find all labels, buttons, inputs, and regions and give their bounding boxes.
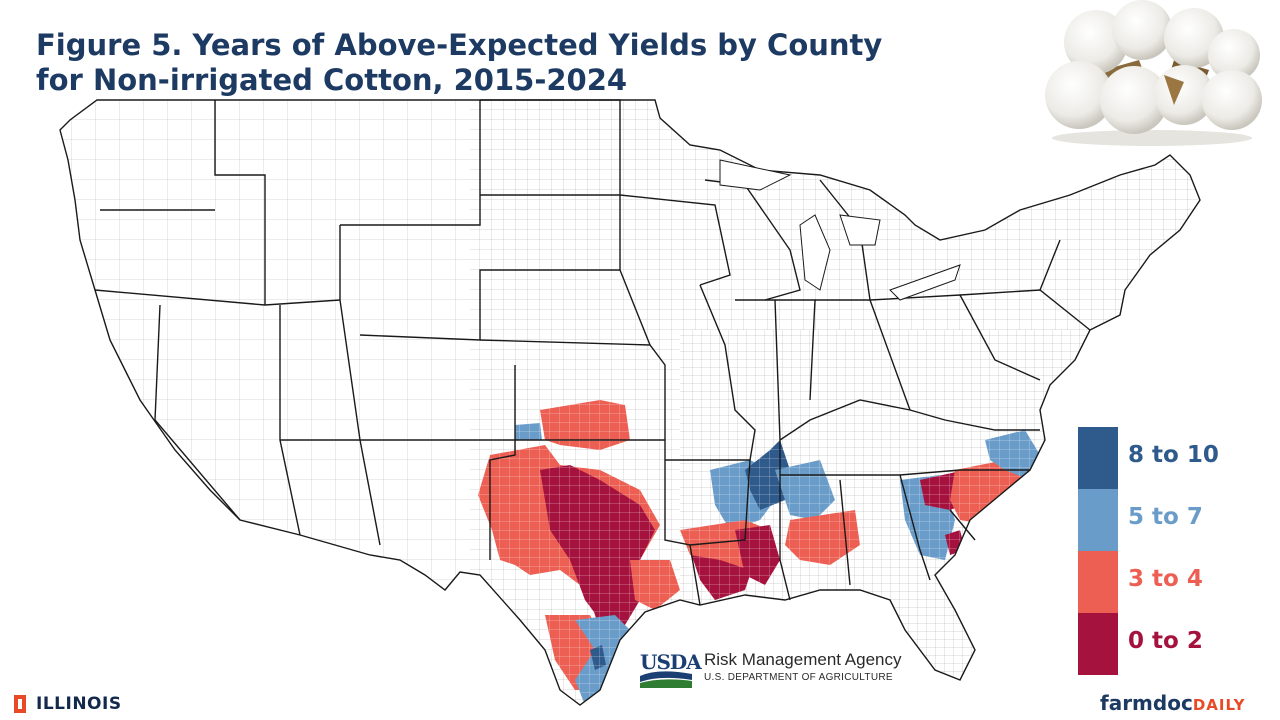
state-borders xyxy=(59,99,1201,706)
daily-wordmark: DAILY xyxy=(1192,696,1246,714)
legend-swatch xyxy=(1078,551,1118,613)
illinois-wordmark: ILLINOIS xyxy=(36,694,122,714)
usda-hills-icon xyxy=(640,671,692,688)
illinois-block-i-icon xyxy=(14,695,26,713)
title-line-1: Figure 5. Years of Above-Expected Yields… xyxy=(36,28,883,62)
region-3to4-tx-east xyxy=(630,560,680,610)
legend-swatch xyxy=(1078,489,1118,551)
legend-swatch xyxy=(1078,427,1118,489)
region-8to10-delta xyxy=(745,440,790,510)
legend-label: 8 to 10 xyxy=(1128,442,1219,468)
region-3to4-kansas xyxy=(540,400,630,450)
farmdoc-daily-logo: farmdocDAILY xyxy=(1100,691,1246,715)
region-3to4-alabama xyxy=(785,510,860,565)
legend-label: 3 to 4 xyxy=(1128,566,1203,592)
legend-label: 5 to 7 xyxy=(1128,504,1203,530)
legend-swatch xyxy=(1078,613,1118,675)
farmdoc-wordmark: farmdoc xyxy=(1100,691,1193,715)
usda-agency-name: Risk Management Agency xyxy=(704,650,902,669)
cotton-boll-photo xyxy=(1045,0,1262,146)
region-0to2-mississippi xyxy=(735,525,780,585)
figure-title: Figure 5. Years of Above-Expected Yields… xyxy=(36,28,882,98)
title-line-2: for Non-irrigated Cotton, 2015-2024 xyxy=(36,63,628,97)
usda-department-name: U.S. DEPARTMENT OF AGRICULTURE xyxy=(704,672,893,683)
usda-mark-text: USDA xyxy=(640,650,702,674)
region-8to10-tx-coast xyxy=(590,645,606,670)
region-5to7-carolinas xyxy=(985,430,1040,480)
usda-mark-icon: USDA xyxy=(640,648,702,688)
region-5to7-kansas xyxy=(515,423,542,440)
legend-label: 0 to 2 xyxy=(1128,628,1203,654)
great-lakes xyxy=(719,159,961,301)
region-0to2-tx-south xyxy=(590,555,640,630)
